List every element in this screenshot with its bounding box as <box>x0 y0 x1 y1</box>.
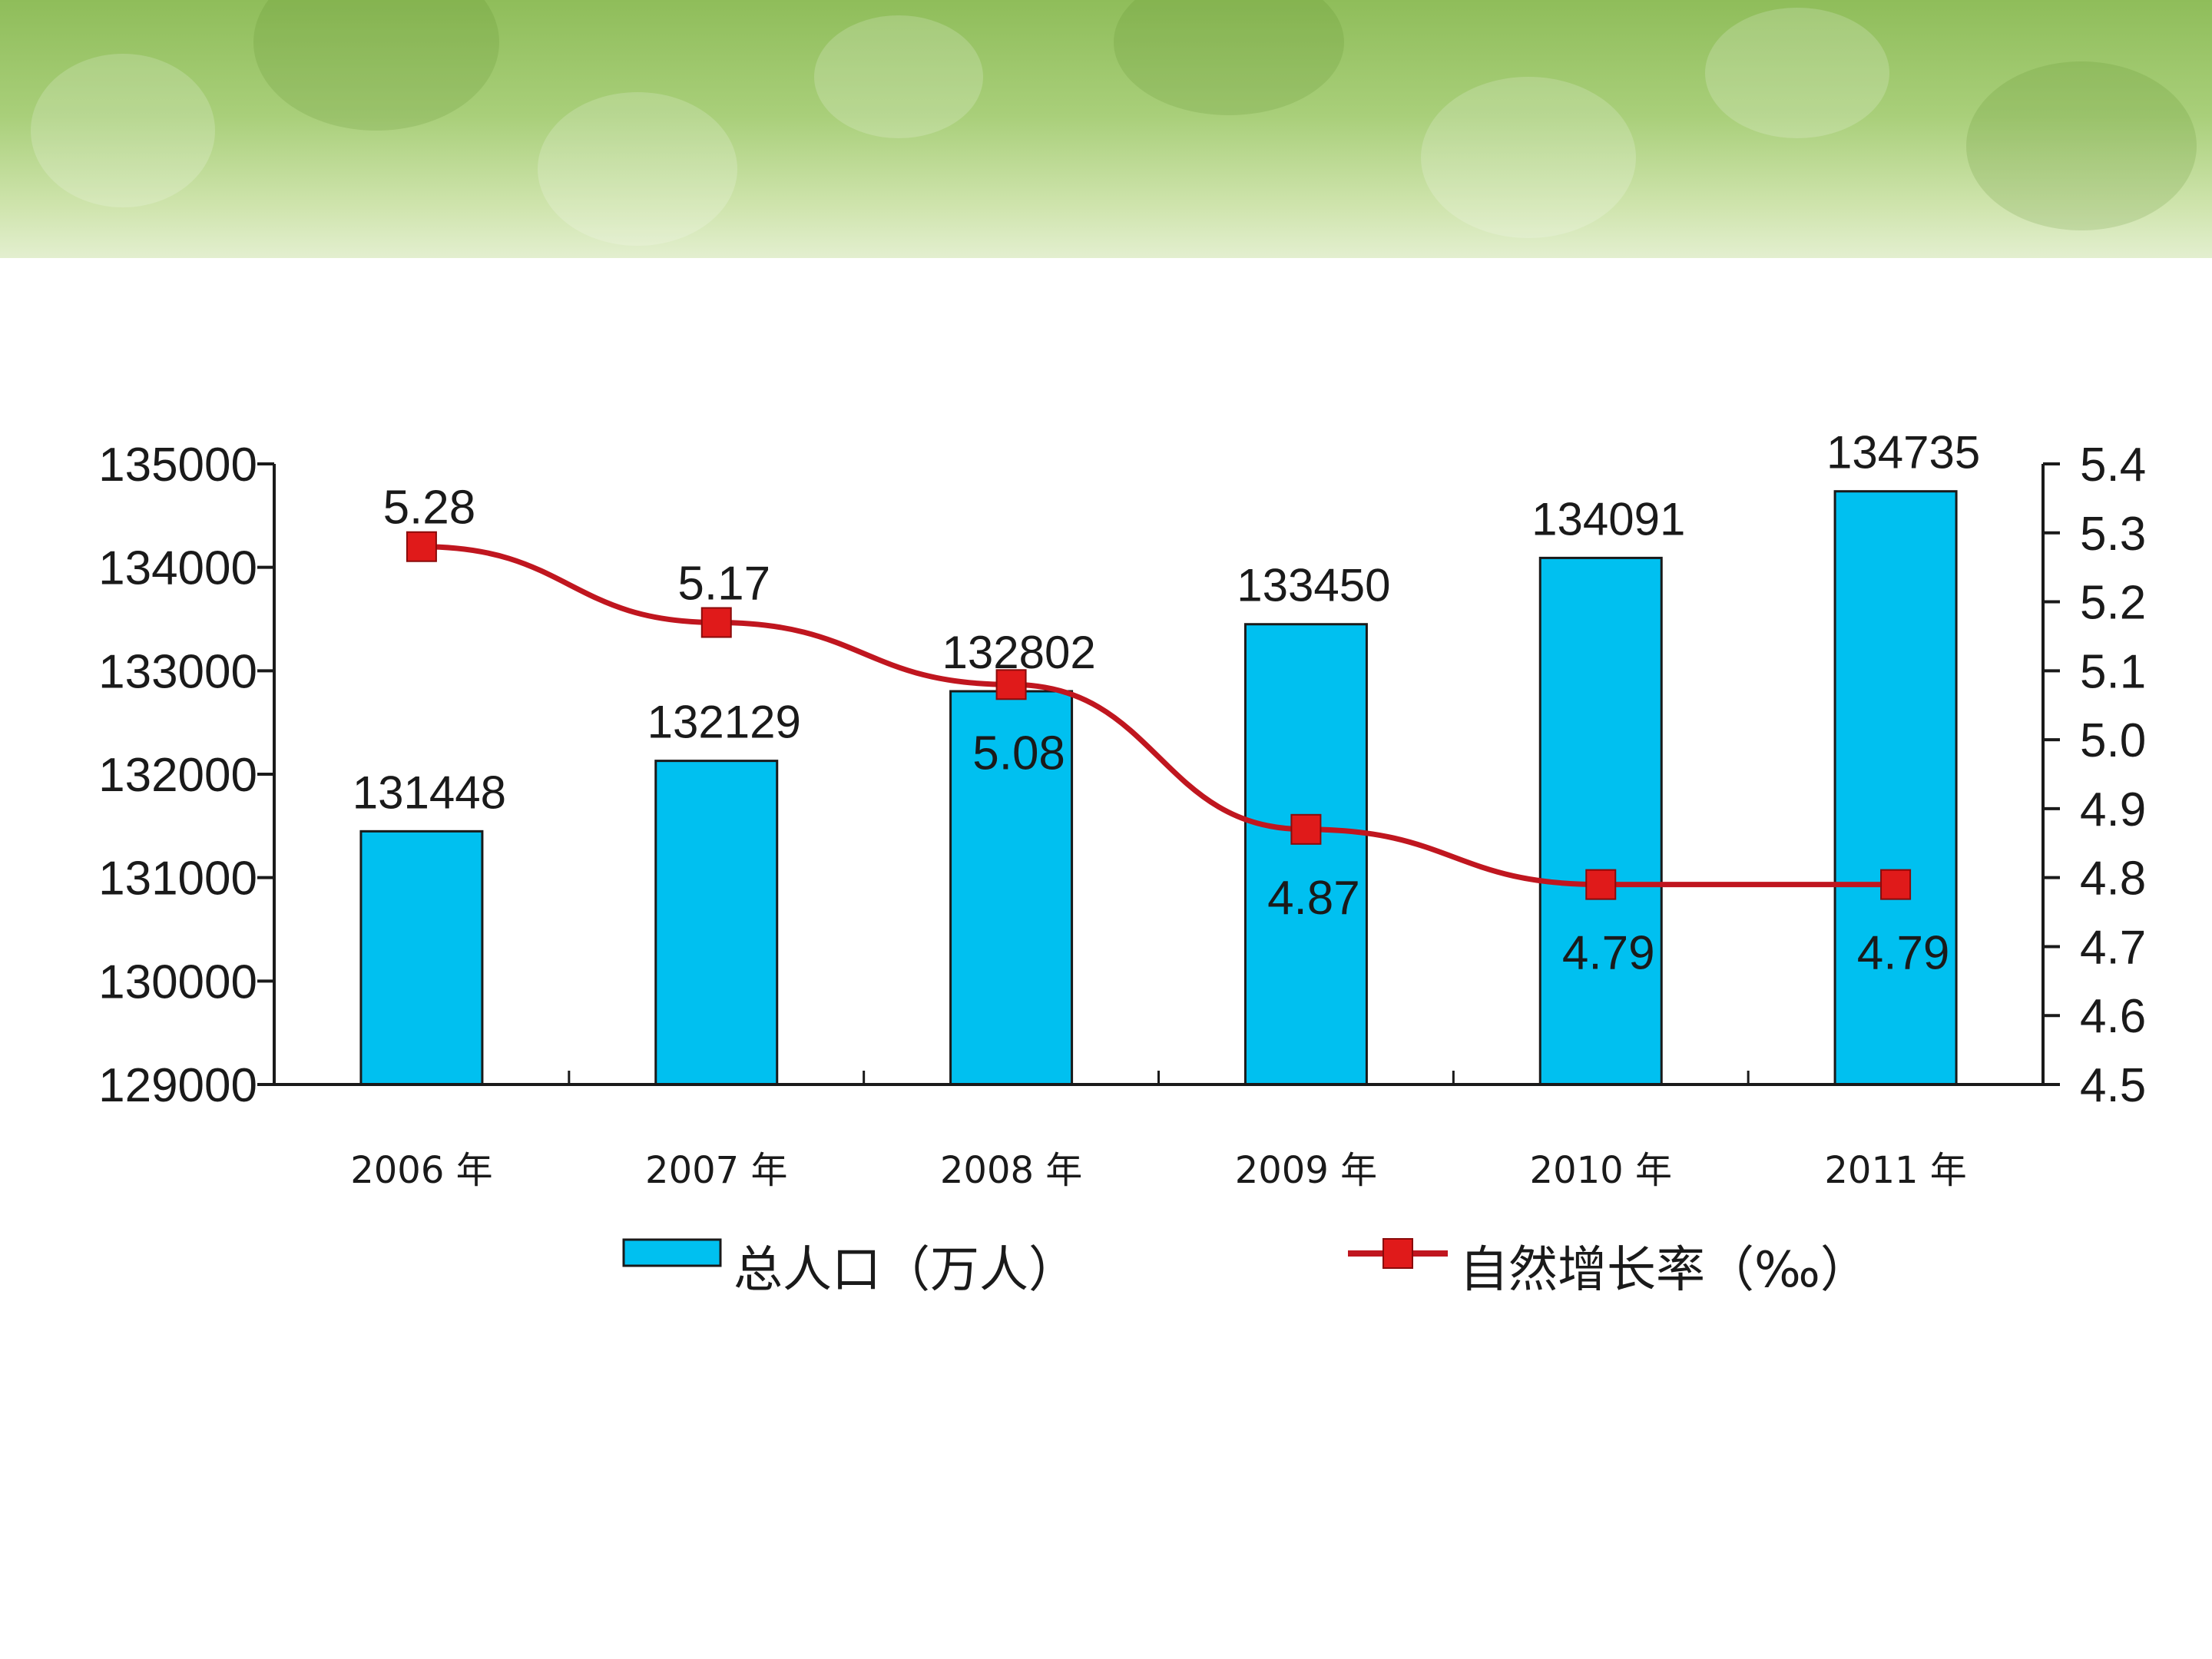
y-left-tick-label-1: 130000 <box>98 955 257 1008</box>
y-right-tick-label-6: 5.1 <box>2080 645 2146 698</box>
rate-line <box>421 544 1896 888</box>
bars-group <box>359 490 1958 1086</box>
bar-3 <box>1243 623 1368 1086</box>
rate-value-label-3: 4.87 <box>1267 872 1360 925</box>
bar-4 <box>1538 556 1663 1086</box>
rate-line-group <box>406 531 1912 900</box>
y-left-tick-label-4: 133000 <box>98 645 257 698</box>
bar-0 <box>359 830 484 1086</box>
rate-marker-4 <box>1585 869 1617 900</box>
bar-value-label-2: 132802 <box>942 627 1095 678</box>
bar-value-label-5: 134735 <box>1826 427 1980 478</box>
y-right-tick-label-0: 4.5 <box>2080 1059 2146 1112</box>
y-right-tick-label-2: 4.7 <box>2080 921 2146 974</box>
y-right-tick-label-9: 5.4 <box>2080 439 2146 492</box>
x-tick-label-3: 2009 年 <box>1235 1149 1377 1192</box>
legend: 总人口（万人） 自然增长率（‰） <box>622 1238 1869 1299</box>
x-tick-label-0: 2006 年 <box>350 1149 492 1192</box>
legend-line-marker <box>1382 1238 1413 1269</box>
rate-value-label-1: 5.17 <box>677 557 770 610</box>
labels-group: 131448 132129 132802 133450 134091 134735 5.28… <box>353 427 1980 980</box>
y-right-tick-label-1: 4.6 <box>2080 990 2146 1043</box>
y-left-tick-label-6: 135000 <box>98 439 257 492</box>
y-left-tick-label-3: 132000 <box>98 749 257 802</box>
x-tick-label-2: 2008 年 <box>940 1149 1082 1192</box>
bar-5 <box>1833 490 1958 1086</box>
y-right-tick-label-7: 5.2 <box>2080 577 2146 630</box>
x-tick-label-5: 2011 年 <box>1824 1149 1966 1192</box>
y-left-tick-label-5: 134000 <box>98 542 257 595</box>
axes-group: 129000 130000 131000 132000 133000 134000 1350… <box>98 439 2146 1192</box>
rate-marker-2 <box>995 669 1027 700</box>
rate-value-label-2: 5.08 <box>972 727 1065 780</box>
y-left-tick-label-2: 131000 <box>98 853 257 906</box>
y-right-tick-label-4: 4.9 <box>2080 783 2146 836</box>
rate-value-label-5: 4.79 <box>1857 927 1950 980</box>
bar-2 <box>949 690 1074 1086</box>
y-right-tick-label-8: 5.3 <box>2080 508 2146 561</box>
bar-1 <box>654 760 779 1086</box>
header-banner <box>0 0 2212 258</box>
bar-value-label-1: 132129 <box>647 697 801 748</box>
y-left-tick-label-0: 129000 <box>98 1059 257 1112</box>
rate-marker-3 <box>1290 813 1322 845</box>
bar-value-label-3: 133450 <box>1237 560 1390 611</box>
legend-bar-label: 总人口（万人） <box>733 1242 1078 1299</box>
bar-value-label-0: 131448 <box>353 767 506 818</box>
rate-marker-0 <box>406 531 437 562</box>
legend-bar-swatch <box>622 1238 722 1267</box>
y-right-tick-label-3: 4.8 <box>2080 853 2146 906</box>
bar-value-label-4: 134091 <box>1532 493 1685 545</box>
rate-marker-5 <box>1880 869 1912 900</box>
x-tick-label-4: 2010 年 <box>1530 1149 1672 1192</box>
legend-line-label: 自然增长率（‰） <box>1459 1242 1869 1299</box>
rate-value-label-0: 5.28 <box>383 482 476 535</box>
x-tick-label-1: 2007 年 <box>645 1149 787 1192</box>
y-right-tick-label-5: 5.0 <box>2080 714 2146 767</box>
rate-marker-1 <box>700 607 732 638</box>
rate-value-label-4: 4.79 <box>1562 927 1655 980</box>
